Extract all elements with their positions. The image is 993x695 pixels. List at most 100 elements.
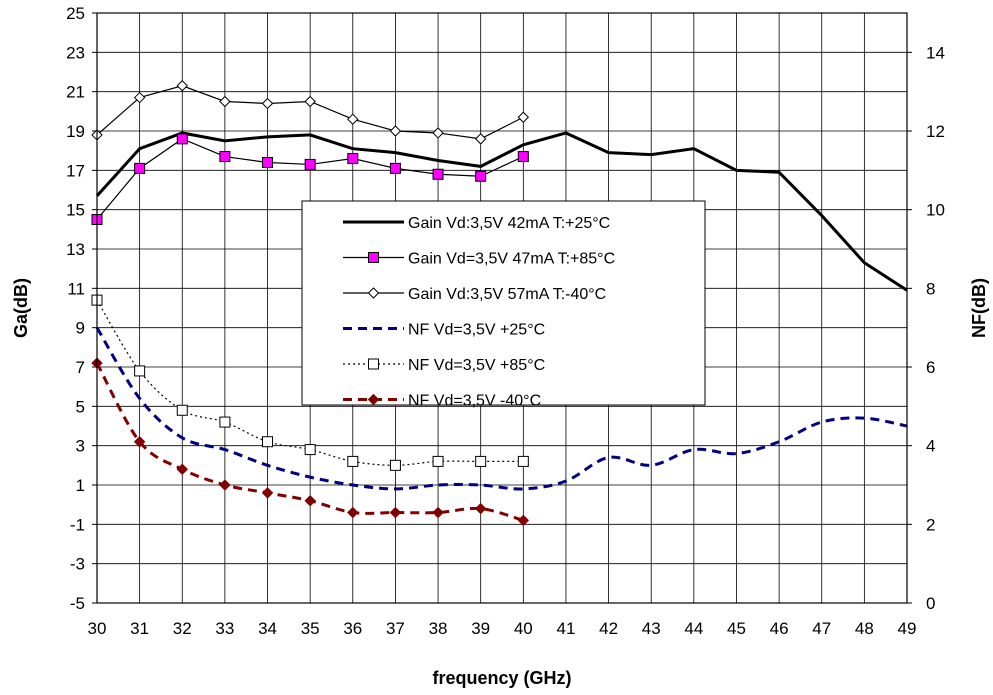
y-tick-label-left: 13 bbox=[66, 240, 85, 259]
data-point-series-5 bbox=[347, 455, 359, 467]
data-point-series-5 bbox=[517, 455, 529, 467]
data-point-series-3 bbox=[176, 80, 188, 92]
data-point-series-2 bbox=[262, 156, 274, 168]
data-point-series-6 bbox=[389, 506, 402, 519]
series-line-4 bbox=[95, 326, 908, 491]
data-point-series-3 bbox=[133, 91, 146, 104]
data-point-series-2 bbox=[475, 170, 487, 182]
x-tick-label: 37 bbox=[386, 619, 405, 638]
data-point-series-5 bbox=[262, 436, 274, 448]
x-tick-label: 46 bbox=[770, 619, 789, 638]
data-point-series-5 bbox=[432, 455, 444, 467]
y-tick-label-left: 1 bbox=[76, 476, 85, 495]
y-tick-label-right: 12 bbox=[926, 122, 945, 141]
y-tick-label-right: 14 bbox=[926, 43, 945, 62]
legend-label-3: Gain Vd:3,5V 57mA T:-40°C bbox=[408, 286, 606, 303]
x-tick-label: 43 bbox=[642, 619, 661, 638]
y-tick-label-left: 17 bbox=[66, 161, 85, 180]
y-tick-label-right: 10 bbox=[926, 201, 945, 220]
y-tick-label-left: 21 bbox=[66, 83, 85, 102]
legend-marker-2 bbox=[368, 252, 379, 263]
x-tick-label: 35 bbox=[301, 619, 320, 638]
x-tick-label: 30 bbox=[88, 619, 107, 638]
data-point-series-6 bbox=[133, 436, 146, 448]
legend: Gain Vd:3,5V 42mA T:+25°C Gain Vd=3,5V 47… bbox=[301, 200, 706, 410]
data-point-series-6 bbox=[347, 506, 359, 519]
y-tick-label-left: 11 bbox=[67, 279, 85, 298]
data-point-series-2 bbox=[347, 153, 359, 165]
legend-label-1: Gain Vd:3,5V 42mA T:+25°C bbox=[408, 215, 610, 232]
y-axis-title-left: Ga(dB) bbox=[11, 278, 31, 338]
data-point-series-6 bbox=[304, 495, 316, 507]
legend-marker-3 bbox=[367, 287, 380, 299]
data-point-series-5 bbox=[219, 416, 231, 428]
legend-label-5: NF Vd=3,5V +85°C bbox=[408, 357, 545, 374]
y-tick-label-right: 4 bbox=[926, 437, 935, 456]
data-point-series-6 bbox=[261, 487, 274, 499]
series-line-1 bbox=[95, 131, 908, 292]
x-tick-label: 41 bbox=[556, 619, 575, 638]
data-point-series-5 bbox=[389, 459, 401, 471]
x-tick-label: 32 bbox=[173, 619, 192, 638]
data-point-series-2 bbox=[304, 158, 316, 170]
data-point-series-3 bbox=[389, 125, 402, 137]
data-point-series-3 bbox=[261, 97, 274, 110]
y-tick-label-left: 19 bbox=[66, 122, 85, 141]
plot-frame bbox=[96, 12, 908, 604]
data-point-series-3 bbox=[517, 111, 530, 123]
data-point-series-2 bbox=[517, 151, 529, 163]
data-point-series-5 bbox=[304, 444, 316, 456]
y-tick-label-left: 15 bbox=[66, 201, 85, 220]
data-point-series-2 bbox=[389, 162, 401, 174]
data-point-series-5 bbox=[176, 404, 188, 416]
data-point-series-5 bbox=[134, 365, 146, 377]
data-point-series-2 bbox=[134, 162, 146, 174]
y-tick-label-left: 23 bbox=[66, 43, 85, 62]
legend-label-4: NF Vd=3,5V +25°C bbox=[408, 322, 545, 339]
x-tick-label: 38 bbox=[429, 619, 448, 638]
y-tick-label-left: -1 bbox=[70, 515, 85, 534]
x-tick-label: 40 bbox=[514, 619, 533, 638]
y-tick-label-left: -5 bbox=[70, 594, 85, 613]
tick-labels: 30 31 32 33 34 35 36 37 38 39 40 41 42 43 44 45 46 47 48 49… bbox=[66, 4, 945, 638]
legend-label-2: Gain Vd=3,5V 47mA T:+85°C bbox=[408, 251, 615, 268]
data-point-series-2 bbox=[432, 168, 444, 180]
y-axis-title-right: NF(dB) bbox=[969, 278, 989, 338]
y-tick-label-right: 0 bbox=[926, 594, 935, 613]
legend-box bbox=[301, 200, 706, 406]
legend-label-6: NF Vd=3,5V -40°C bbox=[408, 393, 541, 410]
y-tick-label-left: 9 bbox=[76, 319, 85, 338]
data-point-series-3 bbox=[219, 95, 231, 108]
y-tick-label-right: 6 bbox=[926, 358, 935, 377]
data-point-series-2 bbox=[176, 133, 188, 145]
x-tick-label: 34 bbox=[258, 619, 277, 638]
data-point-series-6 bbox=[517, 514, 530, 527]
data-point-series-6 bbox=[474, 502, 487, 515]
data-point-series-3 bbox=[304, 95, 316, 108]
x-tick-label: 33 bbox=[215, 619, 234, 638]
y-tick-label-left: 7 bbox=[76, 358, 85, 377]
y-tick-label-right: 2 bbox=[926, 515, 935, 534]
x-tick-label: 47 bbox=[812, 619, 831, 638]
legend-marker-5 bbox=[368, 358, 379, 370]
x-tick-label: 45 bbox=[727, 619, 746, 638]
y-tick-label-left: 3 bbox=[76, 437, 85, 456]
data-point-series-6 bbox=[176, 463, 188, 475]
data-point-series-5 bbox=[475, 455, 487, 467]
x-tick-label: 31 bbox=[130, 619, 149, 638]
data-point-series-6 bbox=[219, 479, 231, 491]
x-tick-label: 39 bbox=[471, 619, 490, 638]
y-tick-label-left: 25 bbox=[66, 4, 85, 23]
y-tick-label-left: 5 bbox=[76, 397, 85, 416]
x-tick-label: 36 bbox=[343, 619, 362, 638]
data-point-series-3 bbox=[432, 127, 444, 139]
x-tick-label: 42 bbox=[599, 619, 618, 638]
data-point-series-6 bbox=[432, 506, 444, 519]
x-tick-label: 44 bbox=[684, 619, 703, 638]
y-tick-label-left: -3 bbox=[70, 555, 85, 574]
legend-marker-6 bbox=[367, 393, 380, 406]
x-axis-title: frequency (GHz) bbox=[432, 668, 571, 688]
y-tick-label-right: 8 bbox=[926, 279, 935, 298]
data-point-series-2 bbox=[219, 151, 231, 163]
x-tick-label: 48 bbox=[855, 619, 874, 638]
